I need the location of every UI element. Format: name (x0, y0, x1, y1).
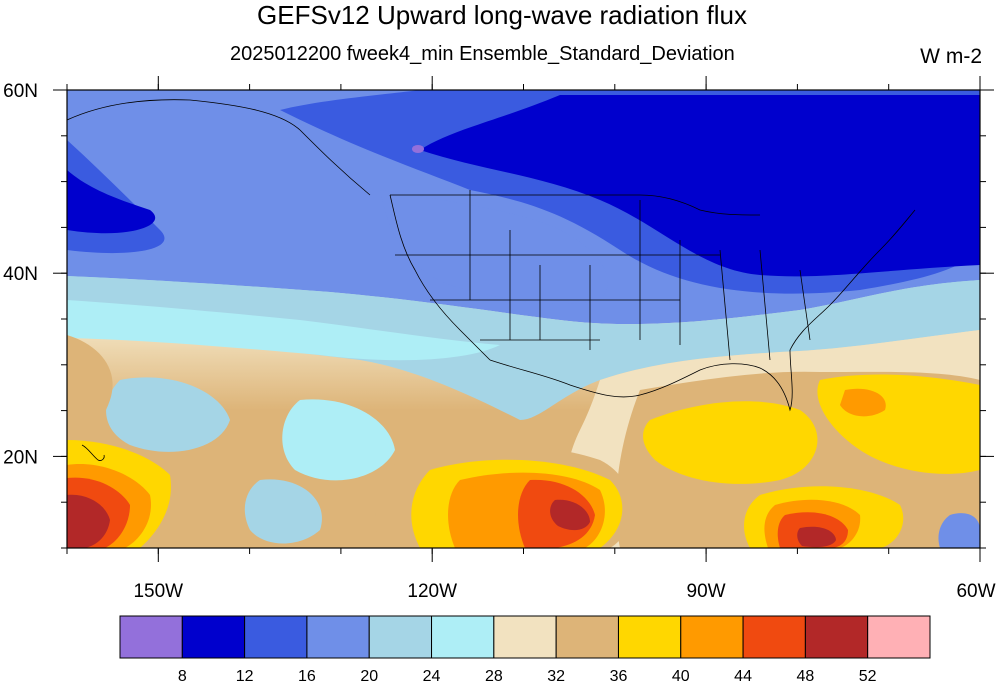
colorbar-label: 36 (610, 668, 628, 683)
colorbar-label: 52 (859, 668, 877, 683)
lon-tick-label: 60W (956, 581, 995, 602)
colorbar-swatch (244, 615, 308, 659)
colorbar-swatch (555, 615, 619, 659)
axis-ticks (53, 76, 994, 562)
colorbar-labels: 8 12 16 20 24 28 32 36 40 44 48 52 (178, 668, 877, 683)
contour-field (67, 90, 980, 548)
colorbar-swatch (181, 615, 246, 659)
coastlines (67, 99, 916, 461)
colorbar-swatch (804, 615, 869, 659)
colorbar-swatch (680, 615, 744, 659)
colorbar-swatch (119, 615, 183, 659)
lon-tick-label: 150W (133, 581, 183, 602)
colorbar-swatch (742, 615, 806, 659)
colorbar-label: 12 (236, 668, 254, 683)
colorbar-swatch (368, 615, 433, 659)
colorbar-label: 44 (734, 668, 752, 683)
plot-subtitle: 2025012200 fweek4_min Ensemble_Standard_… (230, 43, 735, 65)
colorbar-label: 28 (485, 668, 503, 683)
lon-tick-label: 90W (687, 581, 726, 602)
colorbar-label: 24 (423, 668, 441, 683)
lat-tick-label: 20N (3, 447, 38, 468)
colorbar-label: 40 (672, 668, 690, 683)
colorbar-label: 48 (796, 668, 814, 683)
colorbar-swatch (431, 615, 495, 659)
colorbar-swatch (306, 615, 370, 659)
plot-title: GEFSv12 Upward long-wave radiation flux (257, 0, 747, 30)
colorbar-label: 8 (178, 668, 187, 683)
colorbar-swatch (617, 615, 682, 659)
lat-tick-label: 60N (3, 81, 38, 102)
lat-tick-label: 40N (3, 264, 38, 285)
units-label: W m-2 (920, 45, 982, 68)
colorbar-label: 16 (298, 668, 316, 683)
colorbar-swatch (493, 615, 557, 659)
colorbar (119, 615, 931, 659)
axis-labels: 150W 120W 90W 60W 60N 40N 20N (3, 81, 995, 602)
colorbar-label: 32 (547, 668, 565, 683)
colorbar-label: 20 (360, 668, 378, 683)
colorbar-swatch (867, 615, 931, 659)
lon-tick-label: 120W (407, 581, 457, 602)
